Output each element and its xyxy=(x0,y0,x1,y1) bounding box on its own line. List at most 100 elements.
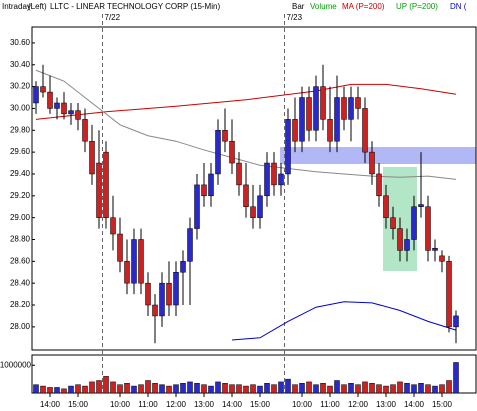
volume-bar xyxy=(250,384,256,394)
candle-body xyxy=(124,261,130,284)
volume-bar xyxy=(341,384,347,394)
overlay-line xyxy=(35,69,457,180)
y-tick-label: 28.00 xyxy=(10,322,31,331)
candle-body xyxy=(250,206,256,218)
candle-body xyxy=(439,255,445,262)
volume-bar xyxy=(124,383,130,394)
volume-bar xyxy=(411,384,417,394)
volume-bar xyxy=(54,387,60,394)
candle-body xyxy=(306,97,312,131)
volume-bar xyxy=(355,384,361,394)
y-tick-label: 30.20 xyxy=(10,82,31,91)
candle-body xyxy=(425,206,431,251)
candle-body xyxy=(68,110,74,115)
volume-bar xyxy=(453,362,459,394)
volume-bar xyxy=(138,384,144,394)
volume-bar xyxy=(390,384,396,394)
candle-body xyxy=(348,97,354,120)
volume-bar xyxy=(222,383,228,394)
volume-bar xyxy=(439,384,445,394)
candle-body xyxy=(180,261,186,273)
candle-body xyxy=(264,162,270,197)
volume-bar xyxy=(334,380,340,394)
volume-bar xyxy=(208,385,214,394)
y-tick-label: 29.20 xyxy=(10,191,31,200)
candle-body xyxy=(383,195,389,218)
y-tick-label: 29.80 xyxy=(10,125,31,134)
candle-body xyxy=(187,228,193,262)
candle-body xyxy=(201,184,207,197)
volume-bar xyxy=(229,384,235,394)
volume-bar xyxy=(68,385,74,394)
volume-bar xyxy=(320,383,326,394)
volume-bar xyxy=(89,381,95,394)
candle-body xyxy=(208,173,214,197)
volume-bar xyxy=(264,383,270,394)
candle-body xyxy=(75,110,81,120)
candle-body xyxy=(159,282,165,317)
x-tick-label: 12:00 xyxy=(348,400,369,409)
x-tick-label: 15:00 xyxy=(432,400,453,409)
candle-body xyxy=(313,86,319,131)
candle-body xyxy=(453,315,459,328)
volume-bar xyxy=(348,383,354,394)
candle-body xyxy=(47,91,53,109)
volume-bar xyxy=(376,384,382,394)
volume-bar xyxy=(425,384,431,394)
candle-body xyxy=(404,239,410,251)
volume-bar xyxy=(40,385,46,394)
session-label: 7/22 xyxy=(105,13,121,22)
candle-body xyxy=(411,206,417,240)
candle-body xyxy=(145,282,151,306)
candle-body xyxy=(432,247,438,251)
volume-bar xyxy=(278,381,284,394)
candle-body xyxy=(271,162,277,186)
legend-entry: Bar xyxy=(292,2,305,11)
candle-body xyxy=(243,184,249,207)
y-tick-label: 28.40 xyxy=(10,278,31,287)
candle-body xyxy=(96,162,102,218)
x-tick-label: 11:00 xyxy=(320,400,340,409)
x-tick-label: 14:00 xyxy=(222,400,243,409)
candle-body xyxy=(117,233,123,262)
volume-bar xyxy=(96,380,102,394)
volume-bar xyxy=(194,383,200,394)
volume-bar xyxy=(236,384,242,394)
y-tick-label: 29.00 xyxy=(10,213,31,222)
candle-body xyxy=(376,173,382,197)
candle-body xyxy=(173,272,179,306)
volume-bar xyxy=(33,384,39,394)
volume-bar xyxy=(285,378,291,394)
volume-bar xyxy=(187,381,193,394)
header-text: (Left) xyxy=(28,2,47,11)
y-tick-label: 29.40 xyxy=(10,169,31,178)
candle-body xyxy=(222,130,228,142)
candle-body xyxy=(138,239,144,284)
candle-body xyxy=(285,119,291,175)
y-tick-label: 29.60 xyxy=(10,147,31,156)
candle-body xyxy=(369,151,375,175)
candle-body xyxy=(257,195,263,218)
candle-body xyxy=(110,217,116,235)
y-tick-label: 28.60 xyxy=(10,256,31,265)
x-tick-label: 11:00 xyxy=(138,400,158,409)
legend-entry: UP (P=200) xyxy=(396,2,438,11)
candle-body xyxy=(166,282,172,306)
volume-bar xyxy=(292,384,298,394)
y-tick-label: 30.60 xyxy=(10,38,31,47)
overlay-line xyxy=(231,301,457,341)
candle-body xyxy=(355,97,361,109)
x-tick-label: 10:00 xyxy=(110,400,131,409)
candle-body xyxy=(418,204,424,207)
candle-body xyxy=(341,97,347,120)
volume-bar xyxy=(397,381,403,394)
candle-body xyxy=(131,239,137,284)
volume-bar xyxy=(166,385,172,394)
price-frame xyxy=(31,26,477,351)
volume-bar xyxy=(152,383,158,394)
candle-body xyxy=(327,119,333,142)
candle-body xyxy=(82,119,88,142)
volume-tick-label: 1000000 xyxy=(0,360,32,369)
candle-body xyxy=(362,108,368,153)
candle-body xyxy=(334,97,340,142)
